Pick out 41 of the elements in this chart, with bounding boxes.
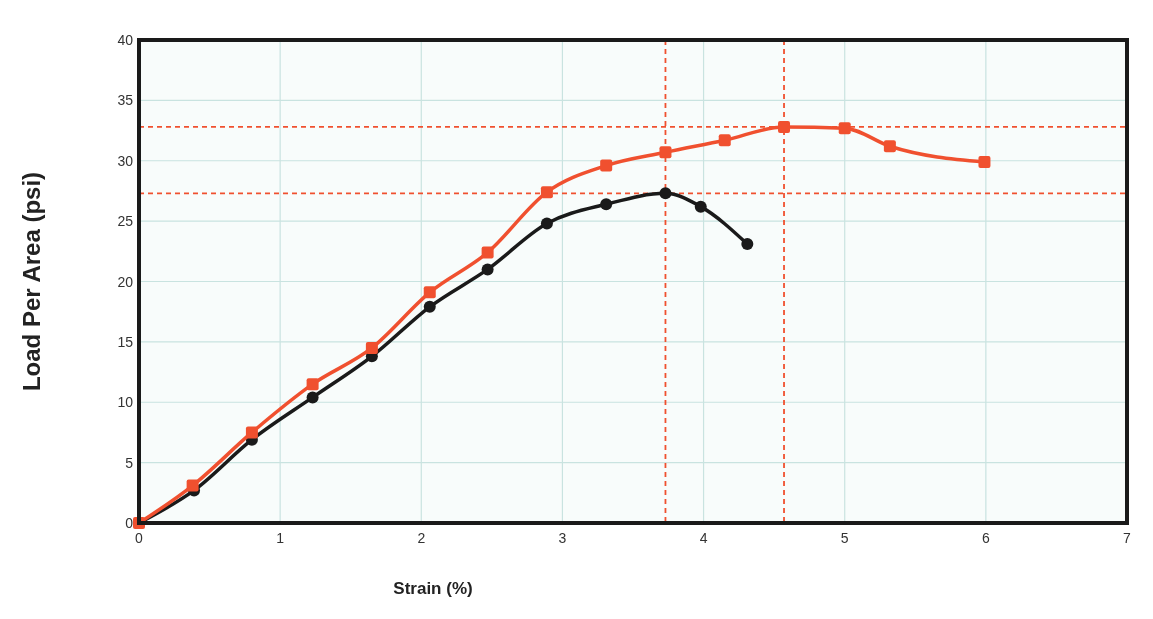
x-tick-label: 4	[699, 530, 708, 546]
point	[245, 426, 258, 439]
point	[306, 391, 319, 404]
point	[659, 146, 672, 159]
point	[423, 286, 436, 299]
point	[838, 122, 851, 135]
point	[306, 378, 319, 391]
y-tick-label: 10	[117, 394, 134, 411]
point	[778, 120, 791, 133]
point	[600, 159, 613, 172]
point	[883, 140, 896, 153]
x-tick-label: 2	[417, 530, 426, 546]
point	[540, 217, 553, 230]
point	[540, 186, 553, 199]
point	[481, 246, 494, 259]
y-tick-label: 35	[117, 92, 134, 109]
point	[659, 187, 672, 200]
y-tick-label: 40	[117, 32, 134, 48]
y-axis-title: Load Per Area (psi)	[18, 171, 45, 392]
point	[978, 155, 991, 168]
point	[600, 198, 613, 211]
x-tick-label: 1	[276, 530, 285, 546]
x-tick-label: 5	[840, 530, 849, 546]
y-tick-label: 25	[117, 213, 134, 230]
point	[186, 479, 199, 492]
y-tick-label: 5	[125, 454, 134, 471]
point	[365, 341, 378, 354]
x-tick-label: 7	[1123, 530, 1132, 546]
y-tick-label: 0	[125, 515, 134, 531]
y-tick-label: 30	[117, 152, 134, 169]
y-tick-label: 20	[117, 273, 134, 290]
x-tick-label: 6	[981, 530, 990, 546]
x-tick-label: 3	[558, 530, 567, 546]
y-tick-label: 15	[117, 333, 134, 350]
point	[481, 263, 494, 276]
x-axis-title: Strain (%)	[393, 579, 473, 598]
point	[694, 200, 707, 213]
point	[718, 134, 731, 147]
point	[741, 238, 754, 251]
x-tick-label: 0	[135, 530, 144, 546]
point	[423, 300, 436, 313]
